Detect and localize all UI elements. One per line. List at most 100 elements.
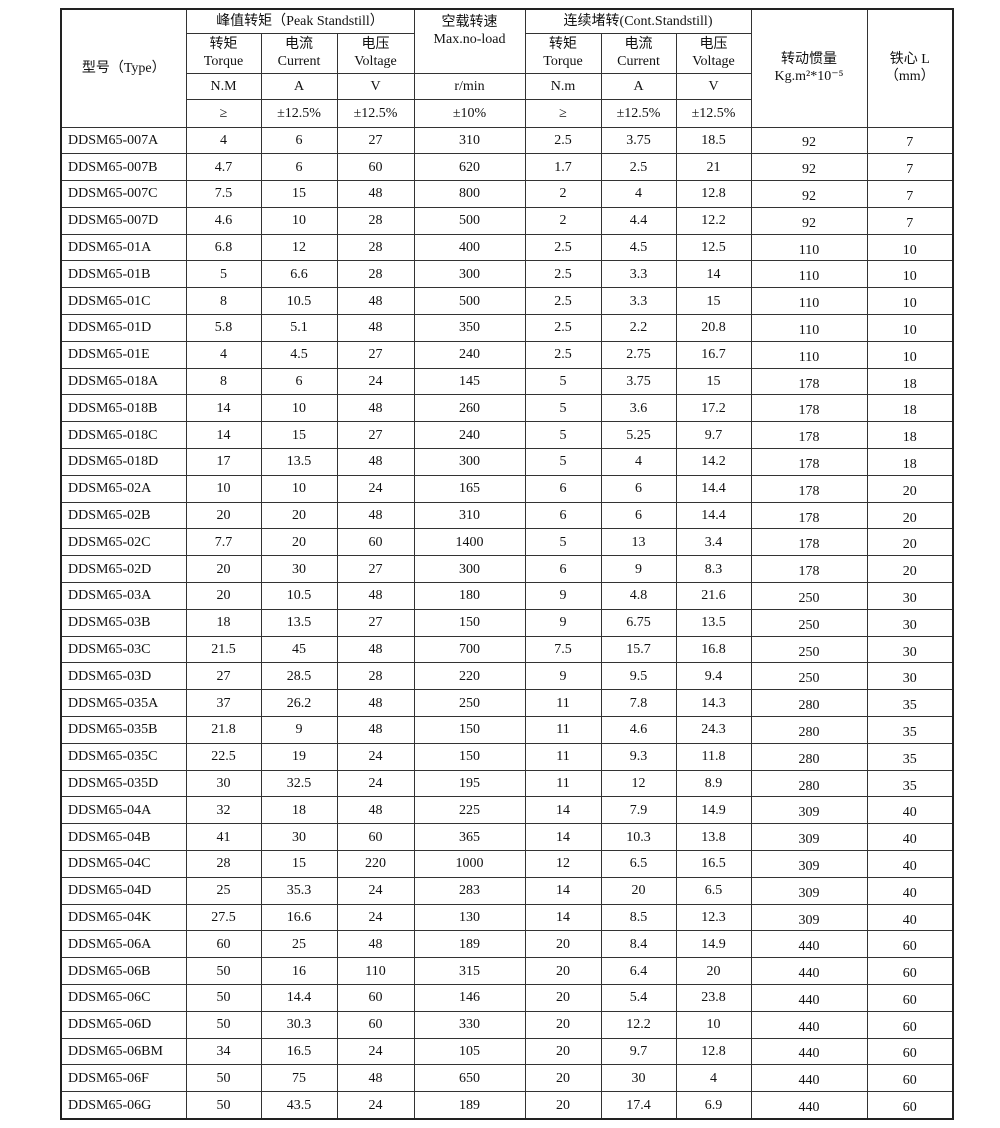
table-cell: 60 [866,1010,954,1039]
table-cell: 15 [260,850,338,878]
header-cell: 电压 Voltage [675,32,752,74]
table-cell: 30 [185,769,262,798]
header-cell: r/min [413,72,526,100]
table-cell: 48 [336,314,415,342]
table-cell: 16.5 [260,1037,338,1066]
table-cell: 6.8 [185,233,262,262]
table-cell: 7.8 [600,689,677,718]
table-cell: 18 [185,608,262,637]
table-cell: 37 [185,689,262,718]
table-cell: 21.6 [675,582,752,610]
table-cell: 4 [600,180,677,208]
table-cell: 48 [336,930,415,959]
table-cell: 180 [413,582,526,610]
table-cell: 440 [750,984,868,1012]
table-cell: 16 [260,957,338,985]
table-cell: 3.6 [600,394,677,423]
header-cell: ≥ [524,98,602,128]
table-cell: 18.5 [675,126,752,155]
table-cell: 21 [675,153,752,182]
table-cell: 146 [413,984,526,1012]
table-cell: 18 [866,421,954,450]
table-row: DDSM65-035B 21.8 9 48 150 11 4.6 24.3 280 35 [60,716,954,744]
table-cell: DDSM65-03B [60,608,187,637]
table-cell: 4.5 [260,340,338,369]
table-cell: 27 [336,126,415,155]
table-cell: 7.9 [600,796,677,825]
table-cell: 48 [336,501,415,530]
table-cell: 700 [413,635,526,664]
table-cell: 60 [866,984,954,1012]
header-cell: 峰值转矩（Peak Standstill） [185,8,415,34]
table-cell: 75 [260,1064,338,1093]
table-cell: 13.5 [675,608,752,637]
table-cell: 40 [866,850,954,878]
table-cell: DDSM65-04B [60,823,187,852]
table-cell: DDSM65-018B [60,394,187,423]
table-cell: 4.4 [600,206,677,235]
header-text: （mm） [884,69,935,85]
table-cell: 48 [336,635,415,664]
table-row: DDSM65-02B 20 20 48 310 6 6 14.4 178 20 [60,501,954,530]
table-row: DDSM65-06BM 34 16.5 24 105 20 9.7 12.8 440 60 [60,1037,954,1066]
header-cell: 电压 Voltage [336,32,415,74]
table-cell: 14 [524,823,602,852]
table-row: DDSM65-01D 5.8 5.1 48 350 2.5 2.2 20.8 110 10 [60,314,954,342]
table-cell: 20 [524,984,602,1012]
table-cell: 9.4 [675,662,752,691]
table-cell: 6.6 [260,260,338,289]
table-cell: 14 [185,421,262,450]
table-cell: 17 [185,448,262,476]
table-cell: 48 [336,1064,415,1093]
table-cell: 7 [866,153,954,182]
table-row: DDSM65-06B 50 16 110 315 20 6.4 20 440 60 [60,957,954,985]
table-cell: 92 [750,153,868,182]
table-cell: 250 [750,582,868,610]
table-cell: 8 [185,287,262,316]
table-cell: 7 [866,180,954,208]
table-cell: 28 [185,850,262,878]
header-text: 铁心 L [889,52,930,68]
table-cell: 310 [413,501,526,530]
table-cell: 24 [336,742,415,771]
table-row: DDSM65-06F 50 75 48 650 20 30 4 440 60 [60,1064,954,1093]
table-cell: DDSM65-01E [60,340,187,369]
header-text: 转矩 [209,37,238,52]
table-cell: 6.5 [675,876,752,905]
table-cell: 250 [750,608,868,637]
table-row: DDSM65-06D 50 30.3 60 330 20 12.2 10 440 60 [60,1010,954,1039]
table-cell: 300 [413,448,526,476]
table-cell: 10 [260,206,338,235]
table-cell: 4.5 [600,233,677,262]
table-cell: 145 [413,367,526,396]
header-cell: 空载转速 Max.no-load [413,8,526,74]
table-cell: 60 [336,528,415,557]
table-cell: DDSM65-02C [60,528,187,557]
table-cell: 35 [866,716,954,744]
table-cell: 6 [260,153,338,182]
table-cell: 6.4 [600,957,677,985]
table-cell: DDSM65-02D [60,555,187,584]
table-cell: 365 [413,823,526,852]
table-cell: 20 [866,555,954,584]
table-cell: DDSM65-018A [60,367,187,396]
table-cell: DDSM65-06BM [60,1037,187,1066]
table-cell: 12.3 [675,903,752,932]
table-cell: 14 [524,796,602,825]
table-cell: 20 [524,1037,602,1066]
table-cell: 440 [750,1010,868,1039]
table-cell: 48 [336,689,415,718]
table-cell: 4.8 [600,582,677,610]
table-cell: 14.9 [675,930,752,959]
table-cell: 24 [336,876,415,905]
table-cell: 92 [750,180,868,208]
table-cell: 9.3 [600,742,677,771]
table-cell: 15 [260,180,338,208]
table-cell: 35 [866,742,954,771]
table-cell: 300 [413,555,526,584]
table-cell: 14 [524,903,602,932]
table-cell: 110 [750,233,868,262]
table-cell: 20 [866,528,954,557]
table-cell: 2 [524,180,602,208]
table-cell: 1.7 [524,153,602,182]
